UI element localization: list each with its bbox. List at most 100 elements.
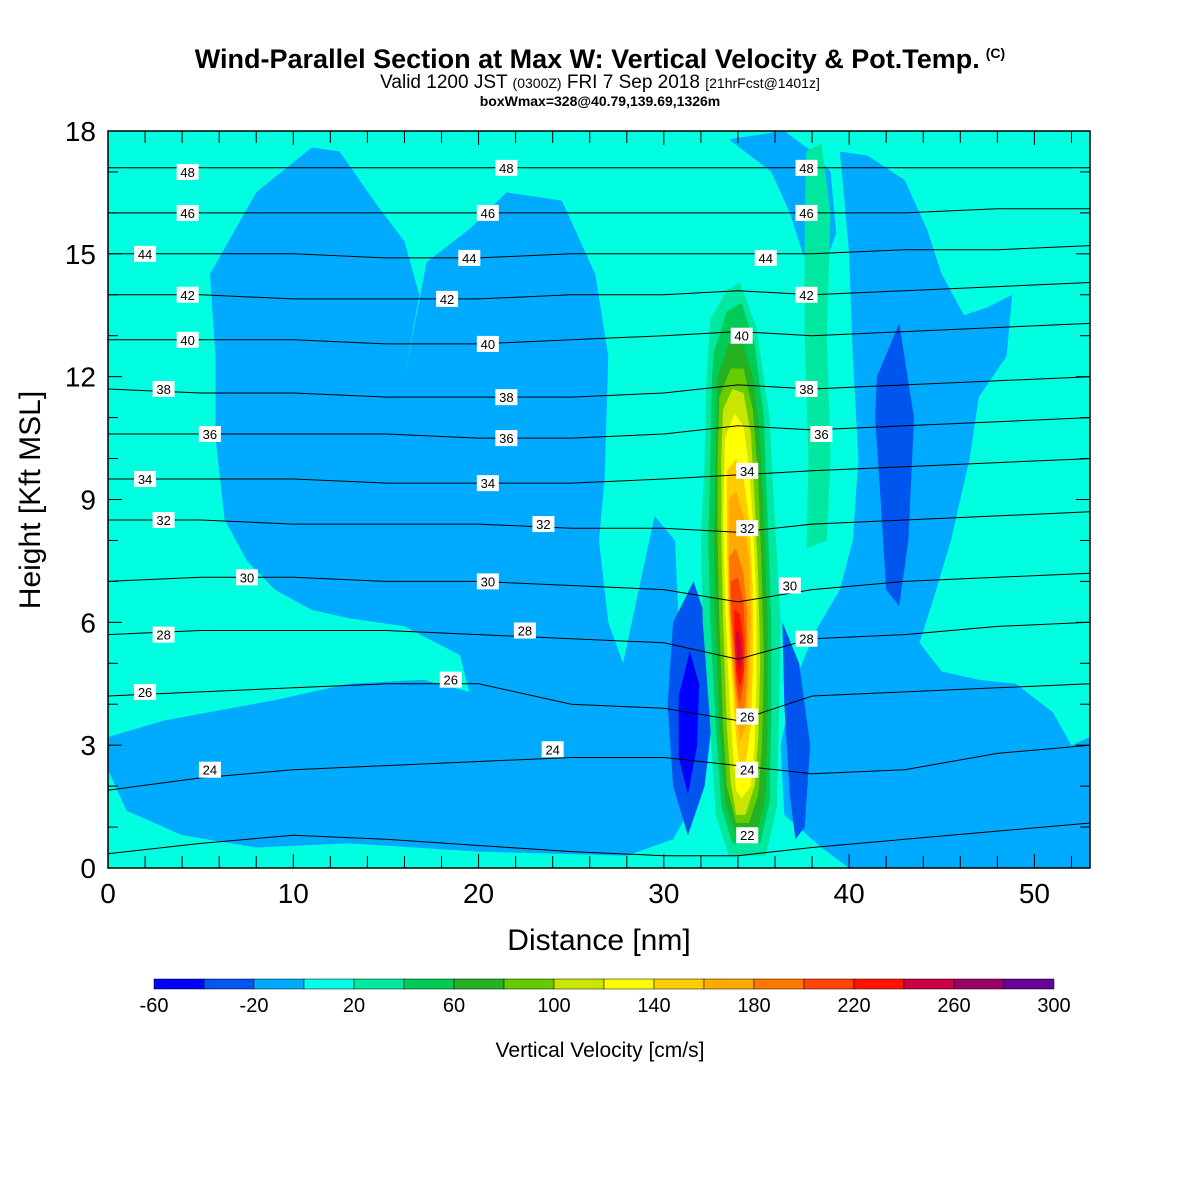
isentrope-label: 46: [481, 206, 495, 221]
colorbar-label: 100: [537, 995, 570, 1017]
colorbar-swatch: [753, 978, 805, 990]
isentrope-label: 28: [518, 624, 532, 639]
isentrope-label-bg: [198, 761, 221, 778]
copyright-mark: (C): [985, 45, 1006, 61]
isentrope-label-bg: [458, 249, 481, 266]
isentrope-label: 36: [814, 427, 828, 442]
isentrope-label-bg: [795, 286, 818, 303]
isentrope-label: 48: [499, 161, 513, 176]
isentrope-label: 38: [156, 382, 170, 397]
y-tick-label: 3: [80, 730, 96, 761]
colorbar-label: 260: [937, 995, 970, 1017]
velocity-region-downdraft-left: [108, 147, 692, 856]
chart-title-text: Wind-Parallel Section at Max W: Vertical…: [194, 44, 980, 74]
velocity-region-updraft-main-240: [736, 630, 742, 672]
isentrope-label-bg: [176, 204, 199, 221]
colorbar-swatch: [503, 978, 555, 990]
isentrope-label-bg: [541, 741, 564, 758]
isentrope-label: 44: [138, 247, 152, 262]
isentrope-label-bg: [495, 430, 518, 447]
y-tick-label: 18: [65, 116, 96, 147]
isentrope-label-bg: [736, 520, 759, 537]
isentrope-label-bg: [810, 425, 833, 442]
x-axis-title: Distance [nm]: [507, 924, 690, 957]
isentrope-label-bg: [439, 671, 462, 688]
isentrope-label: 32: [156, 513, 170, 528]
colorbar-swatch: [603, 978, 655, 990]
isentrope-label-bg: [176, 331, 199, 348]
isentrope-label-bg: [795, 380, 818, 397]
isentrope-label: 32: [740, 521, 754, 536]
valid-date: FRI 7 Sep 2018: [566, 72, 700, 93]
y-tick-label: 15: [65, 239, 96, 270]
colorbar-label: 140: [637, 995, 670, 1017]
colorbar-swatch: [253, 978, 305, 990]
isentrope-label-bg: [495, 159, 518, 176]
isentrope-42: [108, 282, 1090, 300]
x-tick-label: 20: [463, 878, 494, 909]
y-tick-label: 12: [65, 362, 96, 393]
velocity-region-downdraft-core-right: [875, 323, 914, 606]
colorbar-label: -60: [140, 995, 169, 1017]
isentrope-40: [108, 322, 1090, 345]
velocity-region-downdraft-core-left-inner: [678, 651, 700, 795]
isentrope-label-bg: [795, 630, 818, 647]
colorbar-swatch: [553, 978, 605, 990]
isentrope-label-bg: [436, 290, 459, 307]
isentrope-label: 46: [799, 206, 813, 221]
colorbar-swatch: [703, 978, 755, 990]
isentrope-label: 42: [799, 288, 813, 303]
colorbar-label: 220: [837, 995, 870, 1017]
box-info: boxWmax=328@40.79,139.69,1326m: [479, 93, 721, 109]
isentrope-label-bg: [736, 462, 759, 479]
isentrope-label: 30: [481, 574, 495, 589]
isentrope-label: 34: [740, 464, 754, 479]
chart-title: Wind-Parallel Section at Max W: Vertical…: [0, 44, 1200, 75]
isentrope-label-bg: [754, 249, 777, 266]
isentrope-label-bg: [736, 761, 759, 778]
isentrope-28: [108, 621, 1090, 660]
isentrope-label: 26: [138, 685, 152, 700]
isentrope-label: 42: [440, 292, 454, 307]
isentrope-label: 26: [444, 673, 458, 688]
isentrope-label: 44: [759, 251, 773, 266]
isentrope-label: 28: [156, 628, 170, 643]
isentrope-label-bg: [778, 577, 801, 594]
colorbar-swatch: [803, 978, 855, 990]
velocity-field: [108, 131, 1090, 868]
isentrope-label-bg: [152, 626, 175, 643]
isentrope-label: 36: [203, 427, 217, 442]
velocity-region-updraft-right-upper: [804, 143, 831, 549]
colorbar-swatch: [853, 978, 905, 990]
colorbar-label: 180: [737, 995, 770, 1017]
forecast-info: [21hrFcst@1401z]: [705, 75, 820, 91]
colorbar-swatch: [453, 978, 505, 990]
colorbar-swatch: [953, 978, 1005, 990]
y-tick-label: 6: [80, 607, 96, 638]
velocity-region-downdraft-core-right-lower: [782, 622, 811, 840]
isentrope-label: 22: [740, 828, 754, 843]
valid-time: Valid 1200 JST: [380, 72, 508, 93]
isentrope-label-bg: [476, 204, 499, 221]
isentrope-36: [108, 417, 1090, 439]
isentrope-label-bg: [736, 827, 759, 844]
isentrope-label: 28: [799, 632, 813, 647]
isentrope-label-bg: [134, 683, 157, 700]
x-tick-label: 0: [100, 878, 116, 909]
isentrope-label-bg: [134, 245, 157, 262]
isentrope-34: [108, 458, 1090, 484]
isentrope-label: 24: [203, 763, 217, 778]
isentrope-24: [108, 744, 1090, 791]
isentrope-label-bg: [476, 335, 499, 352]
isentrope-label: 32: [536, 517, 550, 532]
colorbar: -60 -20 20 60 100 140 180 220 260 300: [140, 978, 1071, 1017]
isentrope-label: 38: [499, 390, 513, 405]
isentrope-label-bg: [198, 425, 221, 442]
isentrope-label-bg: [176, 286, 199, 303]
isentrope-label-bg: [134, 471, 157, 488]
isentrope-label: 34: [481, 476, 495, 491]
isentrope-label: 46: [180, 206, 194, 221]
colorbar-swatch: [353, 978, 405, 990]
